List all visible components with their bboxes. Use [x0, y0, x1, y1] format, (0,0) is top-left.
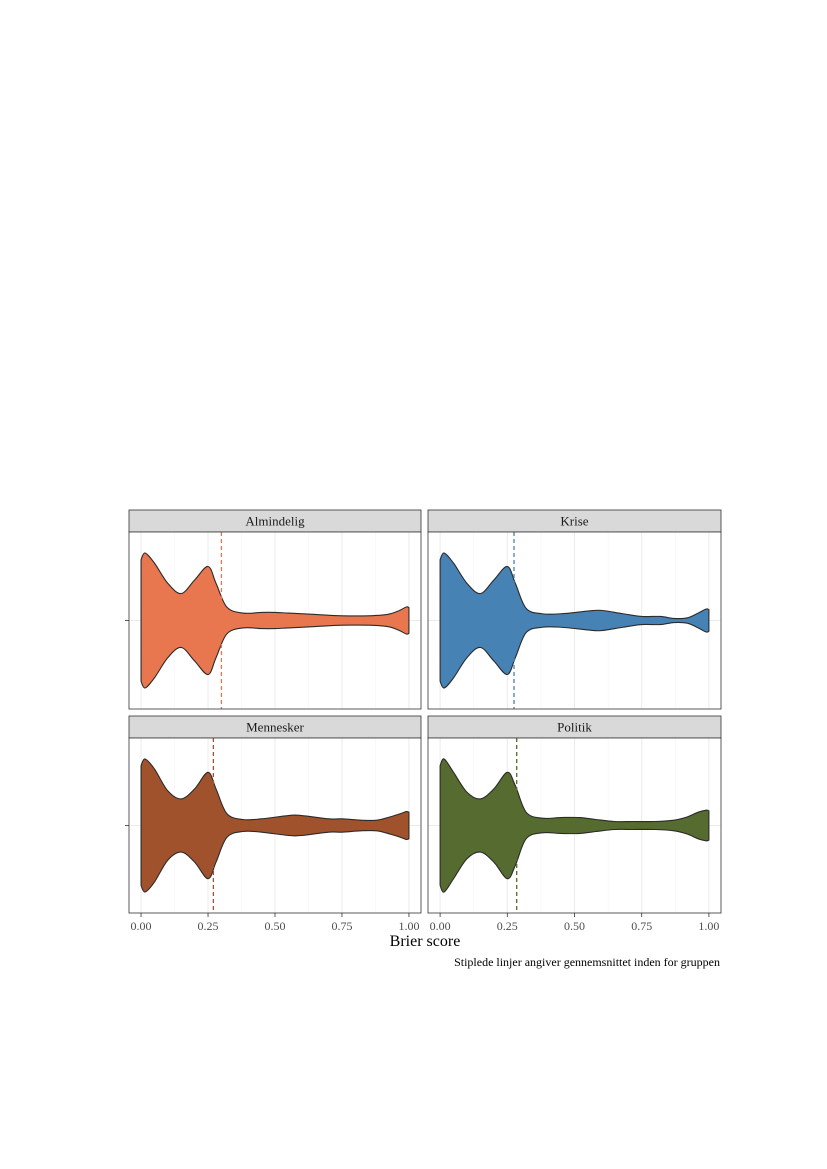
- facet-strip-label: Mennesker: [246, 720, 304, 735]
- x-tick-label: 0.50: [265, 919, 286, 933]
- x-tick-label: 0.25: [198, 919, 219, 933]
- facet-strip-label: Krise: [560, 514, 588, 529]
- facet-strip-label: Almindelig: [245, 514, 305, 529]
- facet-mennesker: Mennesker: [125, 715, 422, 914]
- x-tick-label: 0.00: [430, 919, 451, 933]
- x-tick-label: 1.00: [398, 919, 419, 933]
- x-tick-label: 0.75: [331, 919, 352, 933]
- x-tick-label: 0.75: [631, 919, 652, 933]
- x-tick-label: 1.00: [698, 919, 719, 933]
- violin-almindelig: [140, 552, 410, 689]
- facet-panels: Almindelig Krise Mennesker Politik: [125, 509, 722, 914]
- x-tick-label: 0.00: [131, 919, 152, 933]
- facet-strip-label: Politik: [557, 720, 592, 735]
- x-axis-title: Brier score: [390, 933, 461, 950]
- chart-caption: Stiplede linjer angiver gennemsnittet in…: [454, 955, 720, 969]
- violin-politik: [439, 758, 710, 893]
- facet-politik: Politik: [427, 715, 722, 914]
- facet-almindelig: Almindelig: [125, 509, 422, 710]
- violin-krise: [439, 552, 710, 689]
- x-tick-label: 0.25: [497, 919, 518, 933]
- facet-krise: Krise: [427, 509, 722, 710]
- x-axis: 0.00 0.25 0.50 0.75 1.00 0.00 0.25 0.50 0.75 1.00: [131, 913, 719, 933]
- x-tick-label: 0.50: [564, 919, 585, 933]
- panel-border: [427, 531, 722, 710]
